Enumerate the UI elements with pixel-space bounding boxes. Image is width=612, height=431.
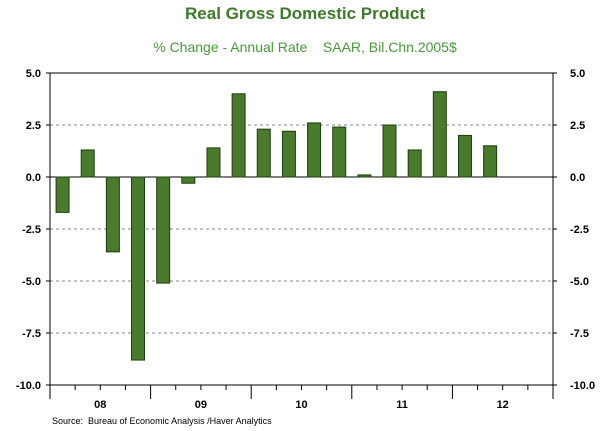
source-note: Source: Bureau of Economic Analysis /Hav… bbox=[52, 416, 272, 426]
bar-2010Q4 bbox=[332, 126, 347, 178]
bars bbox=[55, 91, 498, 361]
ytick-label-left: -10.0 bbox=[16, 380, 41, 392]
bar-2011Q2 bbox=[382, 124, 397, 178]
chart-subtitle: % Change - Annual Rate SAAR, Bil.Chn.200… bbox=[153, 39, 457, 55]
ytick-label-left: -7.5 bbox=[22, 328, 41, 340]
ytick-label-left: -5.0 bbox=[22, 276, 41, 288]
ytick-label-right: -7.5 bbox=[570, 328, 589, 340]
ytick-label-right: -5.0 bbox=[570, 276, 589, 288]
bar-2009Q4 bbox=[231, 93, 246, 178]
bar-2012Q1 bbox=[457, 134, 472, 178]
ytick-label-right: 2.5 bbox=[570, 120, 585, 132]
bar-2011Q4 bbox=[432, 91, 447, 178]
axes bbox=[46, 72, 557, 399]
ytick-label-left: 5.0 bbox=[26, 68, 41, 80]
bar-2008Q4 bbox=[131, 176, 146, 361]
bar-2008Q2 bbox=[80, 149, 95, 178]
bar-2008Q1 bbox=[55, 176, 70, 213]
ytick-label-left: 0.0 bbox=[26, 172, 41, 184]
ytick-label-left: -2.5 bbox=[22, 224, 41, 236]
bar-2010Q1 bbox=[256, 128, 271, 178]
year-label: 11 bbox=[396, 399, 408, 411]
ytick-label-right: -2.5 bbox=[570, 224, 589, 236]
bar-2009Q2 bbox=[181, 176, 196, 184]
year-label: 10 bbox=[295, 399, 307, 411]
year-label: 08 bbox=[94, 399, 106, 411]
chart-title: Real Gross Domestic Product bbox=[185, 4, 425, 23]
bar-2009Q3 bbox=[206, 147, 221, 178]
ytick-label-right: -10.0 bbox=[570, 380, 595, 392]
bar-2010Q3 bbox=[307, 122, 322, 178]
ytick-label-right: 0.0 bbox=[570, 172, 585, 184]
year-label: 12 bbox=[497, 399, 509, 411]
tick-labels: 5.0 5.0 2.5 2.5 0.0 0.0 -2.5 -2.5 -5.0 -5.0 -7.5 -7… bbox=[16, 68, 595, 411]
bar-2011Q1 bbox=[357, 174, 372, 178]
ytick-label-right: 5.0 bbox=[570, 68, 585, 80]
grid-lines bbox=[50, 124, 553, 334]
year-label: 09 bbox=[195, 399, 207, 411]
bar-2011Q3 bbox=[407, 149, 422, 178]
bar-2010Q2 bbox=[281, 130, 296, 178]
bar-2012Q2 bbox=[483, 145, 498, 178]
ytick-label-left: 2.5 bbox=[26, 120, 41, 132]
bar-2009Q1 bbox=[156, 176, 171, 284]
bar-2008Q3 bbox=[105, 176, 120, 253]
